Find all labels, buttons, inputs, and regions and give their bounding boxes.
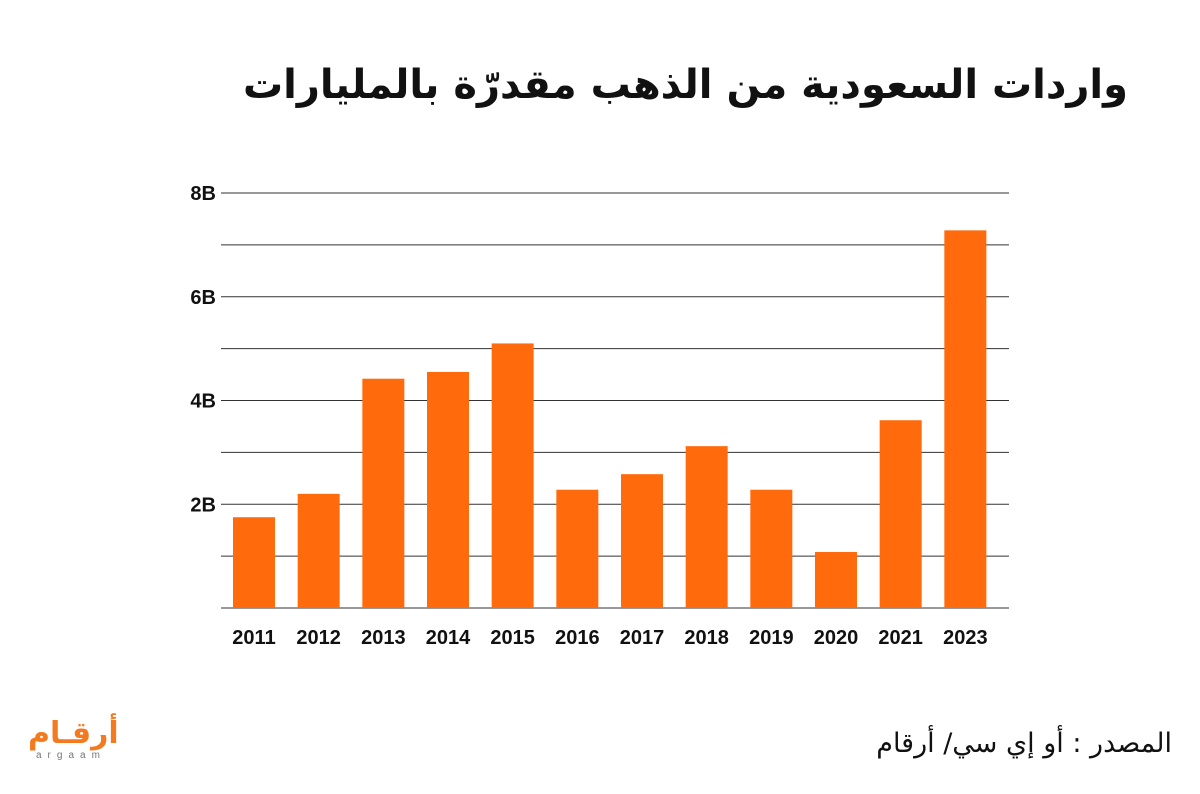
bar-2021 xyxy=(879,420,922,608)
chart-title: واردات السعودية من الذهب مقدرّة بالمليار… xyxy=(242,62,1128,108)
bar-2015 xyxy=(491,343,534,608)
x-tick-label: 2023 xyxy=(943,627,988,649)
bar-2023 xyxy=(944,230,987,608)
bar-2020 xyxy=(815,551,857,608)
bar-2012 xyxy=(297,493,340,608)
x-tick-label: 2014 xyxy=(426,627,471,649)
x-tick-label: 2013 xyxy=(361,627,406,649)
x-tick-label: 2011 xyxy=(232,627,275,649)
source-note: المصدر : أو إي سي/ أرقام xyxy=(876,728,1172,759)
y-tick-label: 6B xyxy=(190,287,216,309)
bar-2018 xyxy=(685,446,728,608)
y-axis-tick-labels: 2B 4B 6B 8B xyxy=(190,183,216,516)
x-tick-label: 2016 xyxy=(555,627,600,649)
x-tick-label: 2021 xyxy=(878,627,923,649)
x-tick-label: 2020 xyxy=(814,627,859,649)
x-tick-label: 2017 xyxy=(620,627,665,649)
gridlines xyxy=(221,192,1009,609)
y-tick-label: 8B xyxy=(190,183,216,205)
y-tick-label: 4B xyxy=(190,391,216,413)
argaam-logo: أرقـام argaam xyxy=(28,718,138,768)
logo-arabic-text: أرقـام xyxy=(28,716,119,751)
x-tick-label: 2012 xyxy=(296,627,341,649)
x-tick-label: 2019 xyxy=(749,627,794,649)
x-axis-tick-labels: 2011 2012 2013 2014 2015 2016 2017 2018 2019 2020… xyxy=(232,627,987,649)
bar-2016 xyxy=(556,489,599,608)
x-tick-label: 2018 xyxy=(684,627,729,649)
x-tick-label: 2015 xyxy=(490,627,535,649)
bar-2014 xyxy=(427,371,469,608)
bar-2011 xyxy=(233,517,275,608)
bar-2013 xyxy=(362,378,405,608)
bars xyxy=(233,230,987,608)
bar-2017 xyxy=(621,474,663,608)
y-tick-label: 2B xyxy=(190,494,216,516)
bar-2019 xyxy=(750,489,793,608)
logo-latin-text: argaam xyxy=(36,750,106,761)
